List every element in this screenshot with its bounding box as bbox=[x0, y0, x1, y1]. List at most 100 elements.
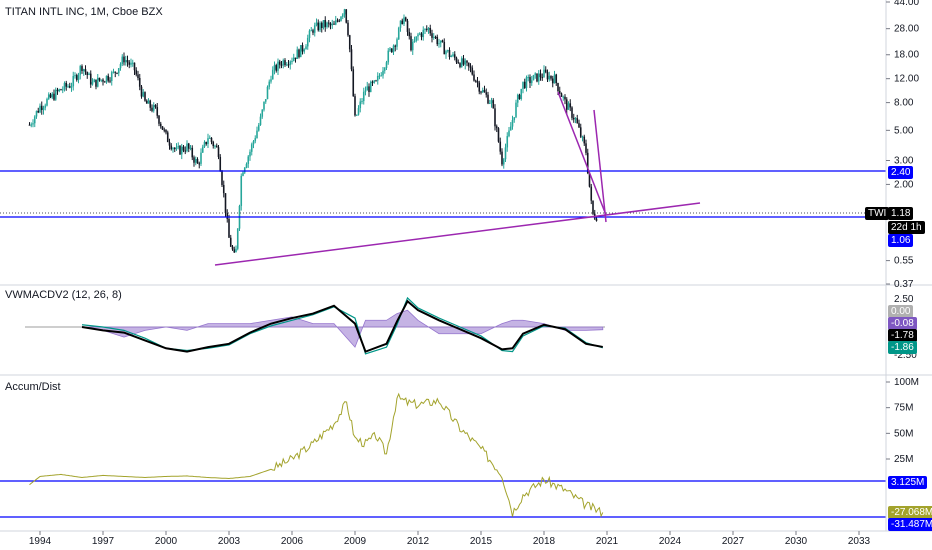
candle-body bbox=[558, 90, 561, 94]
candle-body bbox=[532, 75, 535, 81]
candle-body bbox=[362, 91, 365, 102]
candle-body bbox=[37, 110, 40, 113]
candle-body bbox=[163, 129, 166, 131]
candle-body bbox=[417, 34, 419, 37]
candle-body bbox=[586, 152, 589, 173]
ad-tick-label: 50M bbox=[894, 428, 913, 439]
candle-body bbox=[492, 100, 495, 109]
candle-body bbox=[82, 69, 85, 71]
candle-body bbox=[282, 60, 285, 66]
candle-body bbox=[219, 156, 222, 172]
candle-body bbox=[198, 163, 201, 165]
candle-body bbox=[189, 147, 192, 149]
candle-body bbox=[357, 108, 360, 115]
candle-body bbox=[275, 65, 278, 71]
candle-body bbox=[490, 100, 493, 104]
candle-body bbox=[382, 70, 384, 76]
candle-body bbox=[271, 69, 274, 80]
candle-body bbox=[406, 20, 409, 32]
candle-body bbox=[452, 54, 454, 57]
candle-body bbox=[259, 116, 262, 125]
trendline-long bbox=[214, 202, 701, 266]
price-tick-label: 0.37 bbox=[894, 279, 914, 290]
candle-body bbox=[58, 89, 61, 92]
x-tick-label: 2012 bbox=[407, 536, 430, 547]
candle-body bbox=[47, 94, 50, 99]
candle-body bbox=[418, 33, 421, 35]
candle-body bbox=[114, 71, 117, 73]
candle-body bbox=[439, 40, 442, 44]
candle-body bbox=[537, 73, 540, 82]
price-tick-label: 18.00 bbox=[894, 50, 919, 61]
macd-histogram-area bbox=[81, 309, 604, 348]
candle-body bbox=[180, 146, 183, 155]
x-tick-label: 2030 bbox=[785, 536, 808, 547]
x-tick-label: 1994 bbox=[29, 536, 52, 547]
ad-tick-label: 75M bbox=[894, 403, 913, 414]
candle-body bbox=[292, 57, 295, 61]
macd-histogram bbox=[25, 309, 605, 348]
price-tick-label: 0.55 bbox=[894, 256, 914, 267]
candle-body bbox=[518, 94, 521, 99]
candle-body bbox=[466, 60, 468, 63]
candle-body bbox=[154, 104, 157, 108]
candle-body bbox=[215, 145, 218, 148]
candle-body bbox=[242, 172, 244, 176]
candle-body bbox=[513, 117, 516, 121]
candle-body bbox=[250, 144, 253, 152]
candle-body bbox=[193, 157, 195, 163]
candle-body bbox=[415, 36, 418, 41]
candle-body bbox=[425, 28, 428, 30]
candle-body bbox=[40, 105, 43, 110]
candle-body bbox=[306, 37, 309, 47]
candle-body bbox=[467, 62, 470, 67]
ad-lines bbox=[0, 392, 886, 518]
candle-body bbox=[523, 81, 526, 88]
candle-body bbox=[422, 29, 425, 38]
candle-body bbox=[32, 123, 34, 125]
candle-body bbox=[394, 45, 397, 47]
candle-body bbox=[457, 62, 460, 64]
candle-body bbox=[569, 103, 572, 108]
candle-body bbox=[336, 20, 339, 22]
candle-body bbox=[212, 141, 215, 147]
candle-body bbox=[424, 28, 426, 30]
candle-body bbox=[326, 22, 328, 27]
candle-body bbox=[413, 40, 416, 42]
candle-body bbox=[347, 22, 349, 36]
candle-body bbox=[322, 20, 325, 29]
candle-body bbox=[383, 67, 386, 71]
candle-body bbox=[182, 146, 185, 151]
candle-body bbox=[364, 90, 367, 92]
candle-body bbox=[126, 60, 129, 63]
vwmacd-title: VWMACDV2 (12, 26, 8) bbox=[5, 289, 122, 301]
candle-body bbox=[380, 75, 383, 77]
candle-body bbox=[508, 130, 510, 137]
candle-body bbox=[411, 41, 414, 51]
candle-body bbox=[324, 20, 327, 27]
candle-body bbox=[574, 118, 577, 120]
candle-body bbox=[565, 99, 568, 110]
candle-body bbox=[432, 36, 435, 38]
candle-body bbox=[166, 132, 169, 143]
candle-body bbox=[74, 75, 76, 77]
candle-body bbox=[208, 137, 211, 139]
chart-title: TITAN INTL INC, 1M, Cboe BZX bbox=[5, 6, 163, 18]
candle-body bbox=[460, 58, 463, 67]
candle-body bbox=[501, 151, 503, 165]
candle-body bbox=[86, 72, 89, 75]
candle-body bbox=[392, 45, 395, 53]
candle-body bbox=[592, 200, 594, 214]
price-tick-label: 3.00 bbox=[894, 155, 914, 166]
candle-body bbox=[368, 86, 370, 93]
candle-body bbox=[434, 36, 437, 38]
candle-body bbox=[530, 80, 533, 84]
candle-body bbox=[450, 56, 453, 58]
candle-body bbox=[65, 82, 68, 87]
candle-body bbox=[138, 77, 141, 87]
candle-body bbox=[320, 22, 323, 29]
candle-body bbox=[107, 75, 110, 81]
candle-body bbox=[263, 101, 265, 110]
candle-body bbox=[156, 107, 159, 116]
candle-body bbox=[145, 100, 148, 104]
